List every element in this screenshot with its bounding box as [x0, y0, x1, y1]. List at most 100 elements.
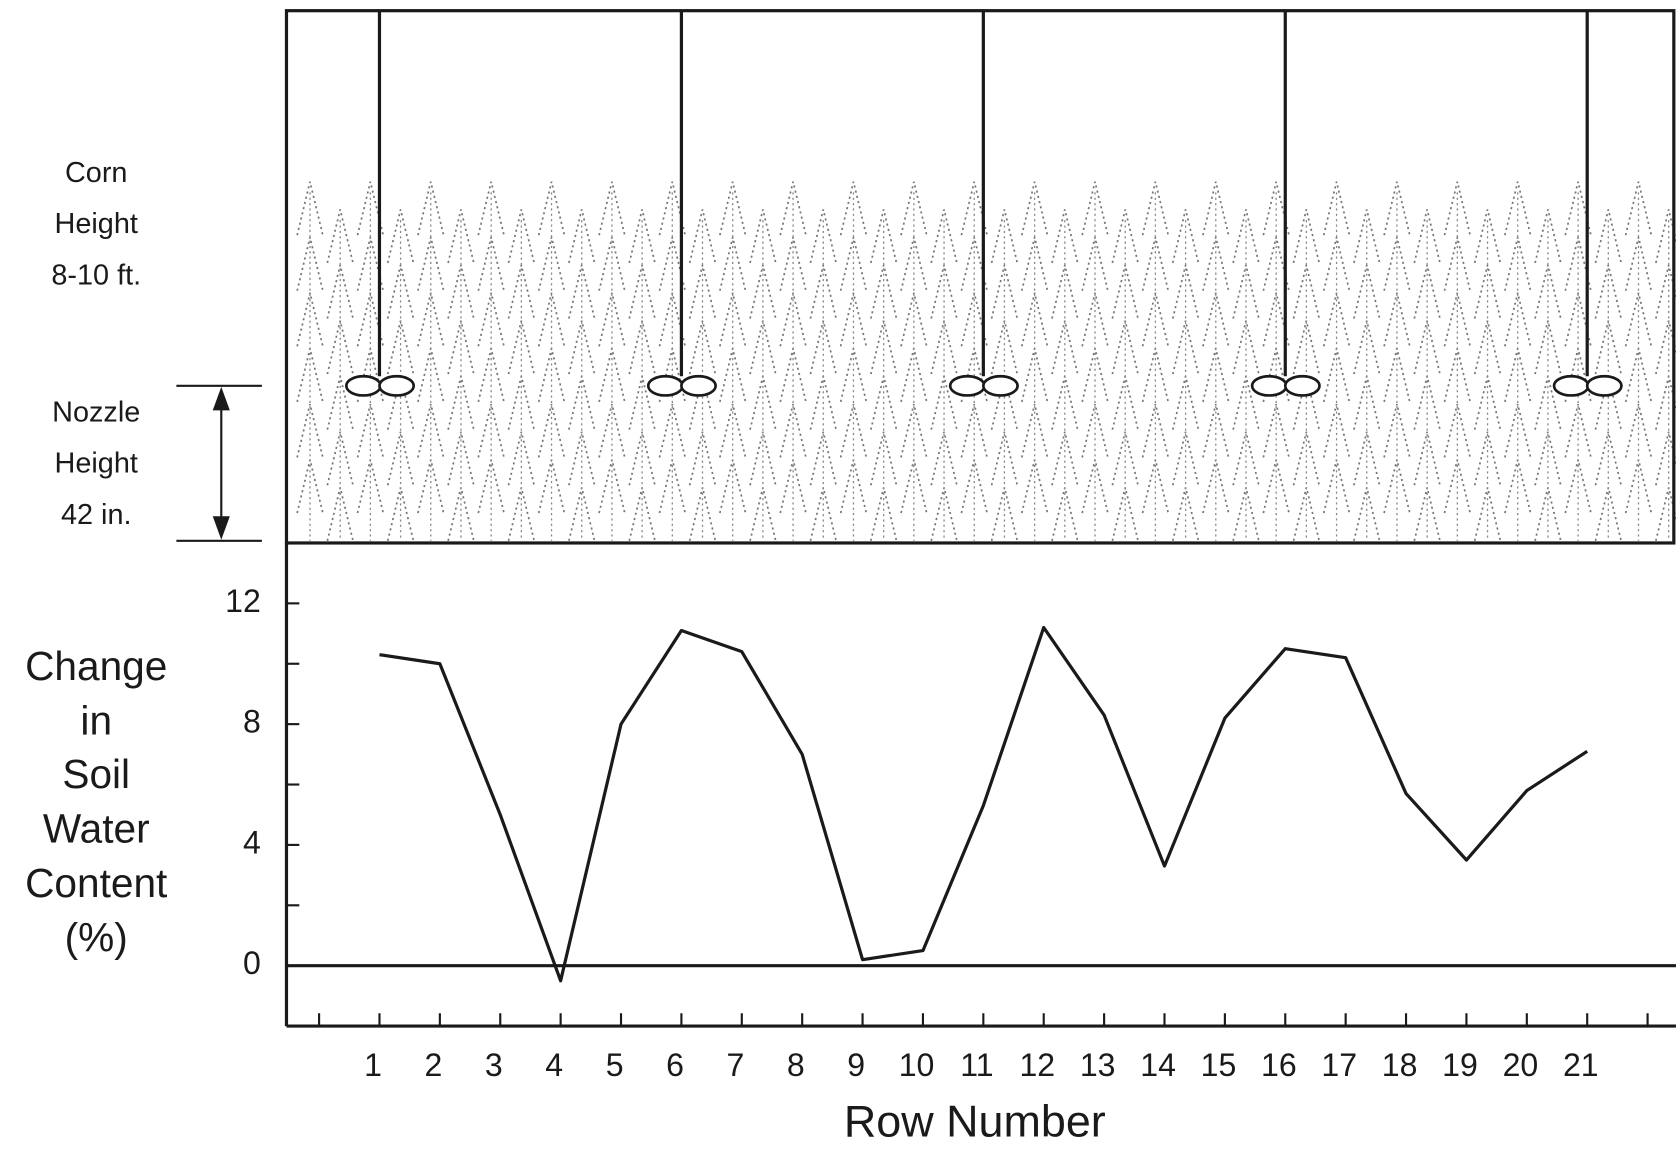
- corn-leaf: [1202, 292, 1230, 347]
- corn-leaf: [1564, 403, 1592, 458]
- corn-leaf: [417, 237, 445, 291]
- nozzle: [1250, 374, 1288, 397]
- corn-leaf: [386, 320, 415, 375]
- nozzle-label: Height: [55, 448, 138, 480]
- corn-leaf: [1051, 209, 1079, 264]
- corn-leaf: [658, 403, 686, 458]
- corn-leaf: [568, 431, 596, 486]
- corn-leaf: [1141, 237, 1170, 291]
- corn-leaf: [809, 431, 837, 486]
- nozzle: [1552, 374, 1590, 397]
- nozzle-label: Nozzle: [52, 396, 140, 428]
- corn-leaf: [809, 209, 837, 264]
- corn-leaf: [1141, 292, 1170, 347]
- corn-leaf: [1624, 181, 1653, 236]
- corn-leaf: [779, 403, 807, 458]
- corn-leaf: [688, 320, 717, 375]
- corn-leaf: [568, 209, 596, 264]
- corn-leaf: [809, 320, 837, 375]
- corn-leaf: [628, 431, 656, 486]
- x-tick-label: 17: [1321, 1047, 1357, 1083]
- x-tick-label: 8: [787, 1047, 805, 1083]
- corn-leaf: [537, 292, 566, 347]
- x-tick-label: 2: [425, 1047, 443, 1083]
- nozzle: [646, 374, 684, 397]
- corn-leaf: [1443, 181, 1471, 236]
- arrow-head: [212, 386, 230, 411]
- x-tick-label: 10: [899, 1047, 935, 1083]
- x-tick-label: 3: [485, 1047, 503, 1083]
- x-tick-label: 6: [666, 1047, 684, 1083]
- nozzle: [345, 374, 382, 397]
- y-tick-label: 4: [243, 824, 261, 860]
- corn-leaf: [960, 403, 988, 458]
- corn-leaf: [870, 209, 898, 264]
- corn-leaf: [749, 320, 777, 375]
- corn-leaf: [1020, 237, 1049, 291]
- corn-leaf: [1655, 209, 1676, 264]
- corn-leaf: [1322, 403, 1351, 458]
- corn-leaf: [537, 181, 566, 236]
- x-tick-label: 14: [1140, 1047, 1176, 1083]
- x-tick-label: 21: [1563, 1047, 1599, 1083]
- y-axis-label: (%): [65, 914, 128, 960]
- corn-leaf: [1322, 181, 1351, 236]
- corn-leaf: [386, 209, 415, 264]
- corn-leaf: [839, 237, 868, 291]
- corn-leaf: [477, 237, 505, 291]
- corn-leaf: [1262, 403, 1290, 458]
- corn-leaf: [447, 320, 475, 375]
- corn-leaf: [900, 403, 928, 458]
- corn-leaf: [1534, 320, 1562, 375]
- corn-leaf: [417, 181, 445, 236]
- corn-leaf: [1504, 237, 1532, 291]
- corn-leaf: [417, 292, 445, 347]
- corn-leaf: [1232, 431, 1260, 486]
- corn-leaf: [1473, 431, 1502, 486]
- corn-label: Height: [55, 208, 138, 240]
- x-tick-label: 11: [960, 1047, 993, 1083]
- corn-leaf: [779, 181, 807, 236]
- y-axis-label: Water: [43, 805, 150, 851]
- corn-leaf: [1081, 292, 1109, 347]
- data-line: [379, 625, 1589, 983]
- corn-leaf: [477, 292, 505, 347]
- corn-leaf: [839, 403, 868, 458]
- corn-leaf: [779, 237, 807, 291]
- corn-leaf: [1443, 292, 1471, 347]
- corn-leaf: [477, 181, 505, 236]
- corn-leaf: [1081, 403, 1109, 458]
- corn-leaf: [1353, 209, 1381, 264]
- x-tick-label: 20: [1503, 1047, 1539, 1083]
- nozzle: [948, 374, 986, 397]
- canopy-frame: [284, 9, 1676, 545]
- corn-leaf: [1383, 237, 1411, 291]
- corn-leaf: [930, 431, 958, 486]
- corn-leaf: [990, 431, 1019, 486]
- corn-leaf: [930, 209, 958, 264]
- corn-leaf: [296, 292, 324, 347]
- corn-leaf: [507, 431, 536, 486]
- nozzle: [982, 374, 1019, 397]
- corn-leaf: [1051, 431, 1079, 486]
- corn-leaf: [1413, 209, 1441, 264]
- corn-leaf: [537, 237, 566, 291]
- corn-leaf: [688, 209, 717, 264]
- corn-leaf: [598, 181, 626, 236]
- x-tick-label: 5: [606, 1047, 624, 1083]
- corn-leaf: [1232, 320, 1260, 375]
- corn-leaf: [990, 209, 1019, 264]
- corn-leaf: [990, 320, 1019, 375]
- corn-leaf: [1353, 320, 1381, 375]
- corn-leaf: [598, 403, 626, 458]
- corn-leaf: [870, 431, 898, 486]
- corn-leaf: [326, 320, 354, 375]
- corn-leaf: [1171, 209, 1200, 264]
- corn-leaf: [1594, 431, 1622, 486]
- corn-leaf: [1383, 403, 1411, 458]
- corn-leaf: [356, 403, 385, 458]
- corn-leaf: [1051, 320, 1079, 375]
- corn-leaf: [1534, 209, 1562, 264]
- corn-leaf: [1353, 431, 1381, 486]
- y-axis-label: in: [80, 697, 112, 743]
